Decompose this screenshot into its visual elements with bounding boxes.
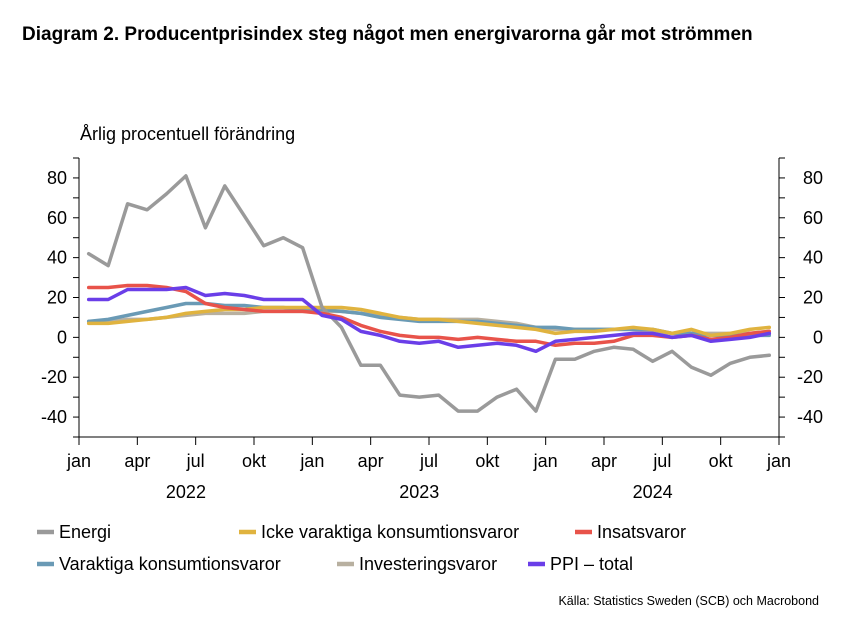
y-axis-title: Årlig procentuell förändring [80,124,295,144]
axes: 80 80 60 60 40 40 20 20 0 0 -20 -20 -40 -40 jan apr jul o… [41,157,823,502]
x-tick-label: apr [358,451,384,471]
series-line-energi [86,174,772,413]
y-tick-label-left: 40 [47,248,67,268]
x-tick-label: apr [591,451,617,471]
legend-label: Icke varaktiga konsumtionsvaror [261,522,519,542]
y-tick-label-left: 60 [47,208,67,228]
legend-item: Icke varaktiga konsumtionsvaror [239,522,519,542]
chart-title: Diagram 2. Producentprisindex steg något… [22,24,753,45]
x-year-label: 2022 [166,482,206,502]
y-tick-label-right: 60 [803,208,823,228]
legend-item: Investeringsvaror [337,554,497,574]
legend-item: Varaktiga konsumtionsvaror [37,554,281,574]
legend-label: Insatsvaror [597,522,686,542]
series-group [86,174,772,413]
x-tick-label: jan [533,451,558,471]
y-tick-label-right: -40 [797,407,823,427]
x-tick-label: jan [766,451,791,471]
y-tick-label-right: 20 [803,288,823,308]
y-tick-label-right: 40 [803,248,823,268]
legend-label: PPI – total [550,554,633,574]
legend-label: Energi [59,522,111,542]
y-tick-label-left: 80 [47,168,67,188]
y-tick-label-left: 0 [57,327,67,347]
x-tick-label: apr [124,451,150,471]
y-tick-label-left: 20 [47,288,67,308]
x-tick-label: jul [186,451,205,471]
legend-label: Investeringsvaror [359,554,497,574]
legend-item: PPI – total [528,554,633,574]
x-tick-label: jan [66,451,91,471]
legend-label: Varaktiga konsumtionsvaror [59,554,281,574]
x-tick-label: jul [652,451,671,471]
x-year-label: 2023 [399,482,439,502]
series-line-icke-varaktiga-konsumtionsvaror [86,305,772,338]
x-tick-label: okt [242,451,266,471]
x-tick-label: okt [475,451,499,471]
x-tick-label: okt [709,451,733,471]
y-tick-label-left: -20 [41,367,67,387]
source-note: Källa: Statistics Sweden (SCB) och Macro… [558,594,819,608]
series-line-ppi-total [86,285,772,354]
y-tick-label-right: -20 [797,367,823,387]
x-tick-label: jan [299,451,324,471]
legend-item: Insatsvaror [575,522,686,542]
legend-item: Energi [37,522,111,542]
y-tick-label-right: 80 [803,168,823,188]
y-tick-label-right: 0 [813,327,823,347]
x-tick-label: jul [419,451,438,471]
legend: Energi Icke varaktiga konsumtionsvaror Ins… [37,522,686,574]
y-tick-label-left: -40 [41,407,67,427]
x-year-label: 2024 [633,482,673,502]
